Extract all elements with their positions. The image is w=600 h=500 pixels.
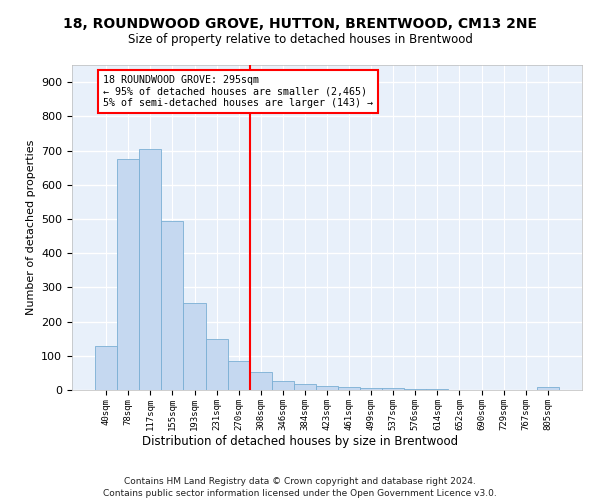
Bar — [206, 340, 227, 390]
Text: 18 ROUNDWOOD GROVE: 295sqm
← 95% of detached houses are smaller (2,465)
5% of se: 18 ROUNDWOOD GROVE: 295sqm ← 95% of deta… — [103, 74, 373, 108]
Bar — [404, 389, 427, 390]
Bar — [117, 159, 139, 390]
Text: Contains HM Land Registry data © Crown copyright and database right 2024.: Contains HM Land Registry data © Crown c… — [124, 478, 476, 486]
Bar — [294, 384, 316, 390]
Bar — [537, 388, 559, 390]
Bar — [161, 222, 184, 390]
Bar — [272, 382, 294, 390]
Bar — [184, 304, 206, 390]
Bar — [338, 386, 360, 390]
Text: Distribution of detached houses by size in Brentwood: Distribution of detached houses by size … — [142, 435, 458, 448]
Bar — [250, 372, 272, 390]
Bar — [360, 388, 382, 390]
Text: Size of property relative to detached houses in Brentwood: Size of property relative to detached ho… — [128, 32, 472, 46]
Text: 18, ROUNDWOOD GROVE, HUTTON, BRENTWOOD, CM13 2NE: 18, ROUNDWOOD GROVE, HUTTON, BRENTWOOD, … — [63, 18, 537, 32]
Bar — [95, 346, 117, 390]
Text: Contains public sector information licensed under the Open Government Licence v3: Contains public sector information licen… — [103, 489, 497, 498]
Bar — [227, 361, 250, 390]
Y-axis label: Number of detached properties: Number of detached properties — [26, 140, 35, 315]
Bar — [382, 388, 404, 390]
Bar — [139, 149, 161, 390]
Bar — [316, 386, 338, 390]
